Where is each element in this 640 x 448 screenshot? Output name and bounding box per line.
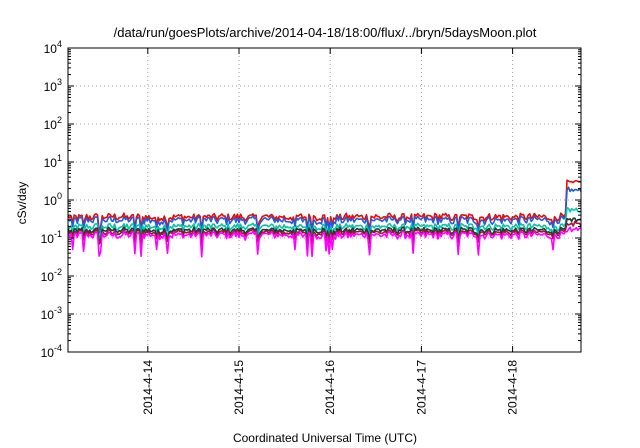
y-tick-label: 104 bbox=[44, 39, 62, 56]
x-tick-label: 2014-4-16 bbox=[323, 360, 337, 415]
x-tick-label: 2014-4-18 bbox=[506, 360, 520, 415]
x-axis-label: Coordinated Universal Time (UTC) bbox=[233, 431, 417, 445]
data-series-line-1 bbox=[67, 186, 582, 236]
y-tick-label: 103 bbox=[44, 77, 62, 94]
x-axis-ticks: 2014-4-14 2014-4-15 2014-4-16 2014-4-17 2014… bbox=[141, 48, 520, 415]
chart-title: /data/run/goesPlots/archive/2014-04-18/1… bbox=[114, 25, 537, 40]
grid-lines bbox=[68, 48, 581, 352]
y-tick-label: 101 bbox=[44, 153, 62, 170]
y-tick-label: 100 bbox=[44, 191, 62, 208]
data-series-line-0 bbox=[67, 179, 582, 233]
data-series-line-3 bbox=[67, 217, 582, 243]
y-tick-label: 10-1 bbox=[41, 229, 62, 246]
data-series-line-4 bbox=[67, 220, 582, 246]
y-tick-label: 102 bbox=[44, 115, 62, 132]
x-tick-label: 2014-4-17 bbox=[414, 360, 428, 415]
y-axis-ticks: 10-4 10-3 10-2 10-1 100 101 102 103 104 bbox=[41, 39, 581, 360]
x-tick-label: 2014-4-14 bbox=[141, 360, 155, 415]
y-tick-label: 10-2 bbox=[41, 267, 62, 284]
y-tick-label: 10-4 bbox=[41, 343, 62, 360]
data-series-line-2 bbox=[67, 206, 582, 240]
y-tick-label: 10-3 bbox=[41, 305, 62, 322]
data-series-line-5 bbox=[67, 226, 582, 258]
x-tick-label: 2014-4-15 bbox=[232, 360, 246, 415]
y-axis-label: cSv/day bbox=[15, 182, 29, 225]
data-series-group bbox=[67, 179, 582, 258]
